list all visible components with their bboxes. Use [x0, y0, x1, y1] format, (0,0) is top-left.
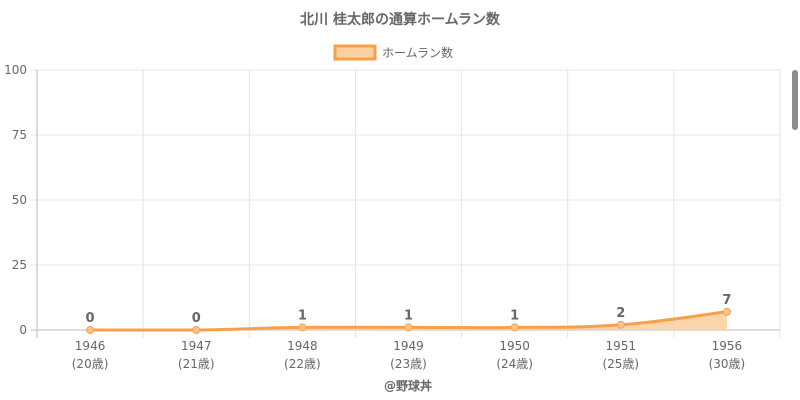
scrollbar-thumb[interactable]	[792, 70, 798, 130]
chart-title: 北川 桂太郎の通算ホームラン数	[300, 11, 501, 28]
axes: 02550751001946(20歳)1947(21歳)1948(22歳)194…	[4, 63, 745, 371]
x-tick-label: 1950	[499, 339, 530, 353]
y-tick-label: 75	[12, 128, 27, 142]
footer-credit: @野球丼	[384, 378, 432, 393]
y-tick-label: 0	[19, 323, 27, 337]
data-point	[192, 326, 201, 334]
x-tick-sublabel: (24歳)	[496, 357, 533, 371]
data-label: 1	[404, 308, 413, 323]
x-tick-sublabel: (22歳)	[284, 357, 321, 371]
x-tick-sublabel: (21歳)	[178, 357, 215, 371]
data-label: 0	[86, 311, 95, 326]
series-area	[90, 311, 727, 330]
series-layer	[86, 307, 731, 334]
grid	[31, 69, 781, 338]
data-point	[298, 323, 307, 332]
x-tick-label: 1949	[393, 339, 424, 353]
legend-swatch	[333, 44, 377, 61]
data-point	[86, 326, 95, 334]
y-tick-label: 25	[12, 258, 27, 272]
x-tick-sublabel: (20歳)	[72, 357, 109, 371]
y-tick-label: 50	[12, 193, 27, 207]
x-tick-label: 1947	[181, 339, 212, 353]
data-point	[722, 307, 731, 316]
data-label: 0	[192, 311, 201, 326]
x-tick-label: 1946	[75, 339, 106, 353]
data-label: 7	[722, 293, 731, 308]
data-point	[404, 323, 413, 332]
y-tick-label: 100	[4, 63, 27, 77]
x-tick-sublabel: (23歳)	[390, 357, 427, 371]
data-label: 2	[616, 306, 625, 321]
data-labels: 0 0 1 1 1 2 7	[86, 293, 732, 326]
x-tick-label: 1951	[606, 339, 637, 353]
x-tick-sublabel: (30歳)	[709, 357, 746, 371]
data-point	[616, 320, 625, 329]
legend[interactable]: ホームラン数	[333, 44, 453, 61]
data-label: 1	[510, 308, 519, 323]
legend-label: ホームラン数	[382, 45, 453, 60]
x-tick-label: 1948	[287, 339, 318, 353]
data-point	[510, 323, 519, 332]
data-label: 1	[298, 308, 307, 323]
x-tick-label: 1956	[712, 339, 743, 353]
x-tick-sublabel: (25歳)	[602, 357, 639, 371]
